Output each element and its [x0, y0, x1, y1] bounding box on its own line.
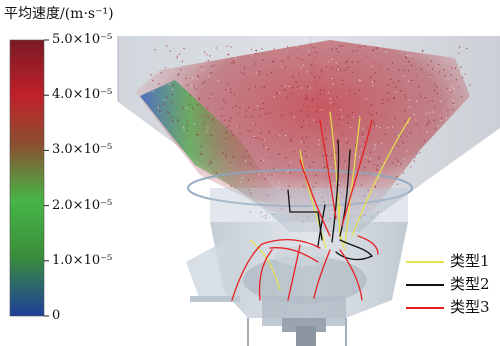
trajectory-type1: [249, 111, 411, 291]
trajectories: [231, 111, 411, 301]
colorbar-tick-label: 2.0×10⁻⁵: [52, 197, 113, 213]
trajectory-type2: [287, 139, 374, 261]
colorbar-tick-label: 0: [52, 308, 61, 323]
colorbar-ticks: [44, 39, 49, 317]
colorbar-title: 平均速度/(m·s⁻¹): [4, 6, 114, 22]
legend-label: 类型1: [450, 252, 490, 270]
legend: [406, 261, 444, 309]
particle-cloud: [135, 40, 471, 232]
legend-label: 类型2: [450, 275, 490, 293]
legend-label: 类型3: [450, 298, 490, 316]
colorbar-tick-label: 4.0×10⁻⁵: [52, 87, 113, 103]
casing: [186, 169, 413, 346]
trajectory-type3: [231, 119, 379, 301]
colorbar-tick-label: 3.0×10⁻⁵: [52, 142, 113, 158]
colorbar-tick-label: 5.0×10⁻⁵: [52, 32, 113, 47]
colorbar-gradient: [9, 39, 45, 317]
colorbar-tick-label: 1.0×10⁻⁵: [52, 252, 113, 268]
